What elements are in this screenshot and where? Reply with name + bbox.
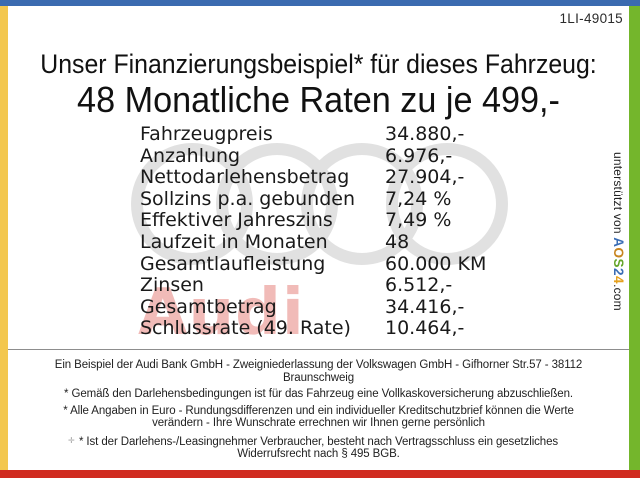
row-label: Fahrzeugpreis	[140, 123, 273, 145]
supported-by-credit: unterstützt von AOS24.com	[611, 152, 626, 311]
footer-divider-line	[8, 349, 629, 350]
supported-by-prefix: unterstützt von	[611, 152, 625, 238]
row-label: Schlussrate (49. Rate)	[140, 317, 351, 340]
table-row: Sollzins p.a. gebunden 7,24 %	[140, 187, 560, 211]
table-row: Fahrzeugpreis 34.880,-	[140, 123, 560, 146]
page-title-line2: 48 Monatliche Raten zu je 499,-	[77, 79, 560, 120]
row-value: 48	[385, 230, 410, 253]
row-value: 27.904,-	[385, 166, 465, 189]
brand-letter: 2	[611, 268, 626, 277]
aos24-brand: AOS24	[611, 237, 626, 284]
frame-bar-left	[0, 6, 8, 470]
disclaimer-bank-address: Ein Beispiel der Audi Bank GmbH - Zweign…	[54, 359, 583, 384]
disclaimer-rounding: * Alle Angaben in Euro - Rundungsdiffere…	[63, 404, 574, 430]
frame-bar-top	[0, 0, 640, 6]
row-label: Nettodarlehensbetrag	[140, 166, 350, 189]
row-value: 34.416,-	[385, 295, 465, 318]
row-label: Gesamtlaufleistung	[140, 252, 326, 275]
mouse-cursor: ✛	[68, 436, 75, 445]
table-row: Anzahlung 6.976,-	[140, 144, 560, 168]
brand-letter: A	[611, 237, 626, 248]
table-row: Nettodarlehensbetrag 27.904,-	[140, 167, 560, 189]
frame-bar-bottom	[0, 470, 640, 478]
row-label: Zinsen	[140, 274, 204, 297]
financing-table: Fahrzeugpreis 34.880,- Anzahlung 6.976,- Net…	[140, 123, 560, 340]
brand-letter: 4	[611, 276, 626, 285]
brand-letter: S	[611, 258, 626, 269]
disclaimer-insurance: * Gemäß den Darlehensbedingungen ist für…	[64, 388, 573, 400]
row-value: 34.880,-	[385, 123, 465, 145]
row-label: Sollzins p.a. gebunden	[140, 187, 355, 210]
row-label: Gesamtbetrag	[140, 295, 277, 318]
disclaimer-withdrawal: * Ist der Darlehens-/Leasingnehmer Verbr…	[78, 435, 559, 461]
row-label: Anzahlung	[140, 144, 241, 167]
table-row: Schlussrate (49. Rate) 10.464,-	[140, 318, 560, 340]
frame-bar-right	[629, 6, 640, 470]
footer-disclaimers: Ein Beispiel der Audi Bank GmbH - Zweign…	[8, 359, 629, 465]
table-row: Zinsen 6.512,-	[140, 275, 560, 297]
table-row: Laufzeit in Monaten 48	[140, 230, 560, 254]
table-row: Gesamtlaufleistung 60.000 KM	[140, 252, 560, 276]
supported-by-suffix: .com	[611, 284, 625, 311]
page-title-line1: Unser Finanzierungsbeispiel* für dieses …	[40, 49, 597, 79]
row-value: 7,49 %	[385, 209, 452, 232]
row-value: 60.000 KM	[385, 252, 487, 275]
row-label: Effektiver Jahreszins	[140, 209, 333, 232]
reference-code: 1LI-49015	[559, 11, 623, 26]
row-value: 10.464,-	[385, 317, 465, 340]
brand-letter: O	[611, 247, 626, 259]
table-row: Effektiver Jahreszins 7,49 %	[140, 210, 560, 232]
row-label: Laufzeit in Monaten	[140, 230, 328, 253]
row-value: 6.512,-	[385, 274, 453, 297]
row-value: 7,24 %	[385, 187, 452, 210]
row-value: 6.976,-	[385, 144, 453, 167]
table-row: Gesamtbetrag 34.416,-	[140, 295, 560, 319]
